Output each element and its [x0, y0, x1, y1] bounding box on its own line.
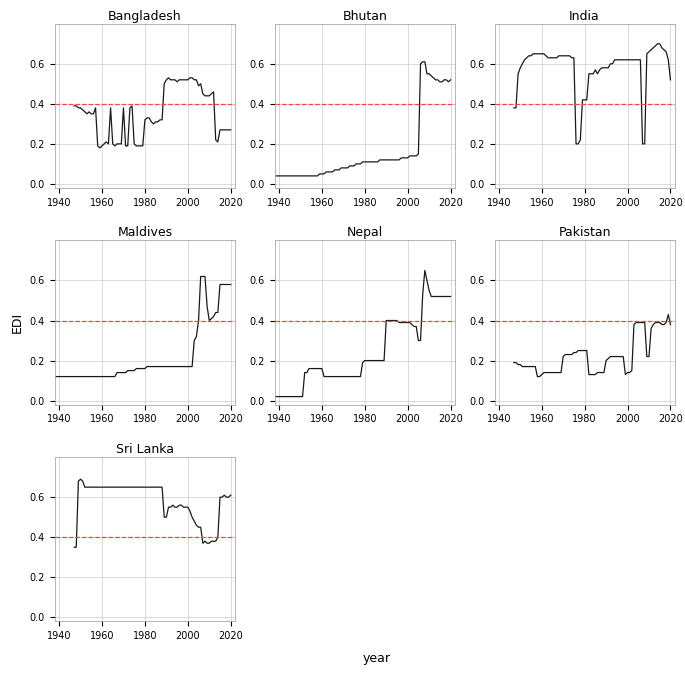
Title: Maldives: Maldives [117, 226, 173, 239]
Title: Bangladesh: Bangladesh [108, 10, 182, 22]
Title: Sri Lanka: Sri Lanka [116, 443, 174, 456]
Title: Nepal: Nepal [347, 226, 383, 239]
Title: Pakistan: Pakistan [558, 226, 611, 239]
Text: year: year [363, 653, 390, 665]
Title: Bhutan: Bhutan [342, 10, 387, 22]
Title: India: India [569, 10, 600, 22]
Y-axis label: EDI: EDI [11, 312, 24, 333]
